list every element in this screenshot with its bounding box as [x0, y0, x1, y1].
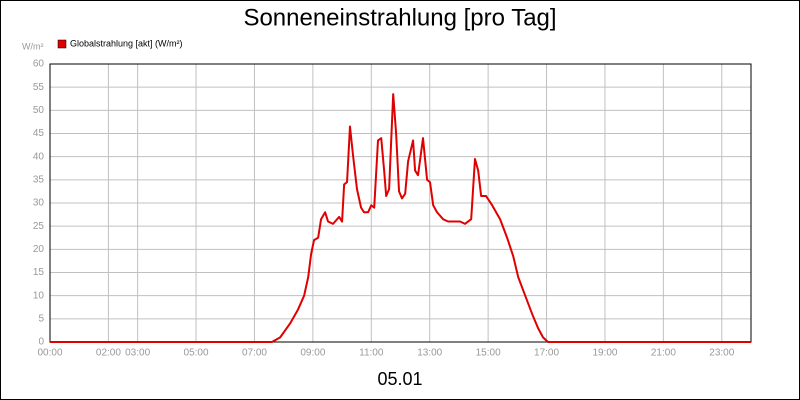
- y-tick-label: 60: [33, 59, 45, 70]
- x-tick-label: 19:00: [592, 348, 617, 359]
- y-tick-label: 10: [33, 290, 45, 301]
- x-axis-label: 05.01: [377, 369, 422, 389]
- y-tick-label: 15: [33, 267, 45, 278]
- x-tick-label: 17:00: [534, 348, 559, 359]
- y-tick-label: 25: [33, 221, 45, 232]
- x-tick-label: 03:00: [125, 348, 150, 359]
- legend-swatch: [57, 39, 67, 49]
- x-tick-label: 23:00: [709, 348, 734, 359]
- x-tick-label: 15:00: [476, 348, 501, 359]
- y-tick-label: 50: [33, 105, 45, 116]
- x-tick-label: 21:00: [651, 348, 676, 359]
- y-tick-label: 55: [33, 82, 45, 93]
- y-tick-label: 40: [33, 151, 45, 162]
- y-tick-label: 0: [38, 337, 44, 348]
- x-tick-label: 11:00: [359, 348, 384, 359]
- x-tick-label: 00:00: [37, 348, 62, 359]
- x-tick-label: 09:00: [300, 348, 325, 359]
- x-tick-label: 02:00: [96, 348, 121, 359]
- x-tick-label: 13:00: [417, 348, 442, 359]
- y-tick-label: 20: [33, 244, 45, 255]
- x-tick-label: 05:00: [184, 348, 209, 359]
- plot-border: [49, 63, 752, 343]
- y-tick-label: 5: [38, 313, 44, 324]
- legend-label: Globalstrahlung [akt] (W/m²): [70, 38, 183, 48]
- x-tick-label: 07:00: [242, 348, 267, 359]
- y-tick-label: 30: [33, 198, 45, 209]
- chart-title: Sonneneinstrahlung [pro Tag]: [243, 4, 556, 31]
- y-tick-label: 35: [33, 174, 45, 185]
- y-tick-label: 45: [33, 128, 45, 139]
- y-axis-label: W/m²: [22, 41, 44, 51]
- line: [50, 93, 751, 343]
